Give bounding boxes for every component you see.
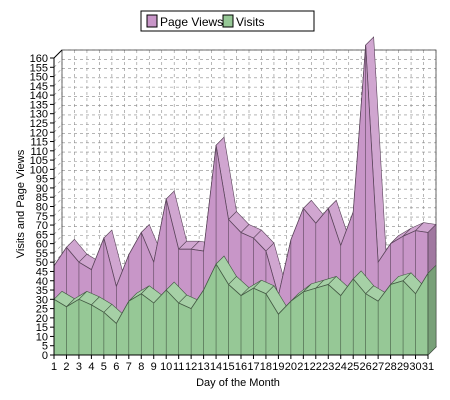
- y-tick-label: 70: [36, 220, 48, 232]
- axis-depth-edge: [53, 49, 63, 59]
- gridline-depth: [53, 161, 63, 170]
- x-axis-title: Day of the Month: [196, 377, 280, 389]
- x-tick-label: 9: [151, 361, 157, 373]
- y-tick-label: 150: [30, 72, 48, 84]
- x-tick-label: 3: [76, 361, 82, 373]
- y-tick-label: 55: [36, 248, 48, 260]
- x-tick-label: 15: [222, 361, 234, 373]
- y-tick-label: 10: [36, 331, 48, 343]
- y-tick-label: 155: [30, 62, 48, 74]
- x-tick-label: 14: [210, 361, 222, 373]
- gridline-depth: [53, 86, 63, 96]
- gridline-depth: [53, 170, 63, 179]
- gridline-depth: [53, 77, 63, 87]
- x-tick-label: 22: [310, 361, 322, 373]
- x-tick-label: 10: [160, 361, 172, 373]
- x-tick-label: 7: [126, 361, 132, 373]
- x-tick-label: 26: [360, 361, 372, 373]
- x-tick-label: 27: [372, 361, 384, 373]
- x-tick-label: 30: [409, 361, 421, 373]
- y-tick-label: 80: [36, 202, 48, 214]
- y-tick-label: 90: [36, 183, 48, 195]
- gridline-depth: [53, 68, 63, 77]
- gridline-depth: [53, 124, 63, 133]
- x-tick-label: 13: [197, 361, 209, 373]
- x-tick-label: 20: [285, 361, 297, 373]
- gridline-depth: [53, 114, 63, 124]
- area-end-cap: [427, 264, 437, 356]
- gridline-depth: [53, 142, 63, 152]
- x-tick-label: 23: [322, 361, 334, 373]
- gridline-depth: [53, 235, 63, 244]
- y-tick-label: 50: [36, 257, 48, 269]
- gridline-depth: [53, 105, 63, 114]
- gridline-depth: [53, 198, 63, 207]
- series-visits: [53, 255, 437, 356]
- y-tick-label: 15: [36, 322, 48, 334]
- x-tick-label: 18: [260, 361, 272, 373]
- y-tick-label: 45: [36, 266, 48, 278]
- x-tick-label: 1: [51, 361, 57, 373]
- y-tick-label: 40: [36, 276, 48, 288]
- gridline-depth: [53, 59, 63, 68]
- y-tick-label: 160: [30, 53, 48, 65]
- gridline-depth: [53, 189, 63, 198]
- legend-label-visits: Visits: [236, 15, 264, 29]
- y-tick-label: 125: [30, 118, 48, 130]
- y-tick-label: 120: [30, 127, 48, 139]
- y-tick-label: 85: [36, 192, 48, 204]
- x-tick-label: 12: [185, 361, 197, 373]
- y-tick-label: 100: [30, 164, 48, 176]
- y-tick-label: 60: [36, 239, 48, 251]
- gridline-depth: [53, 216, 63, 226]
- legend-label-page-views: Page Views: [160, 15, 223, 29]
- x-tick-label: 4: [88, 361, 94, 373]
- y-tick-label: 75: [36, 211, 48, 223]
- series-group: [53, 36, 437, 356]
- x-tick-label: 11: [173, 361, 184, 373]
- x-tick-label: 16: [235, 361, 247, 373]
- x-tick-label: 21: [297, 361, 309, 373]
- gridline-depth: [53, 253, 63, 263]
- x-tick-label: 5: [101, 361, 107, 373]
- legend-swatch-visits: [222, 14, 234, 28]
- y-axis-title: Visits and Page Views: [15, 149, 27, 258]
- y-tick-label: 30: [36, 294, 48, 306]
- legend-swatch-page-views: [146, 14, 158, 28]
- y-tick-label: 145: [30, 81, 48, 93]
- legend: Page Views Visits: [140, 10, 315, 32]
- y-tick-label: 5: [42, 341, 48, 353]
- gridline-depth: [53, 244, 63, 254]
- x-tick-label: 2: [63, 361, 69, 373]
- y-tick-label: 65: [36, 229, 48, 241]
- y-tick-label: 110: [30, 146, 48, 158]
- x-tick-label: 31: [422, 361, 434, 373]
- y-tick-label: 0: [42, 350, 48, 362]
- y-tick-label: 20: [36, 313, 48, 325]
- x-tick-label: 28: [384, 361, 396, 373]
- y-tick-label: 135: [30, 99, 48, 111]
- x-tick-label: 25: [347, 361, 359, 373]
- gridline-depth: [53, 133, 63, 142]
- x-tick-label: 6: [113, 361, 119, 373]
- gridline-depth: [53, 96, 63, 105]
- y-tick-label: 95: [36, 174, 48, 186]
- gridline-depth: [53, 226, 63, 235]
- gridline-depth: [53, 151, 63, 161]
- x-tick-label: 8: [138, 361, 144, 373]
- y-tick-label: 140: [30, 90, 48, 102]
- y-tick-label: 35: [36, 285, 48, 297]
- x-tick-label: 29: [397, 361, 409, 373]
- y-tick-label: 115: [30, 137, 48, 149]
- y-tick-label: 130: [30, 109, 48, 121]
- y-tick-label: 25: [36, 304, 48, 316]
- x-tick-label: 24: [335, 361, 347, 373]
- gridline-depth: [53, 179, 63, 189]
- x-tick-label: 17: [247, 361, 259, 373]
- x-tick-label: 19: [272, 361, 284, 373]
- y-tick-label: 105: [30, 155, 48, 167]
- gridline-depth: [53, 207, 63, 216]
- axes: 0510152025303540455055606570758085909510…: [30, 49, 434, 373]
